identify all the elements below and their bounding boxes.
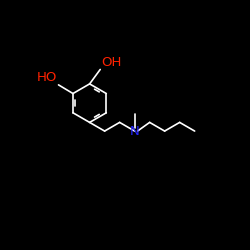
- Text: HO: HO: [37, 71, 58, 84]
- Text: OH: OH: [101, 56, 121, 68]
- Text: N: N: [130, 124, 140, 138]
